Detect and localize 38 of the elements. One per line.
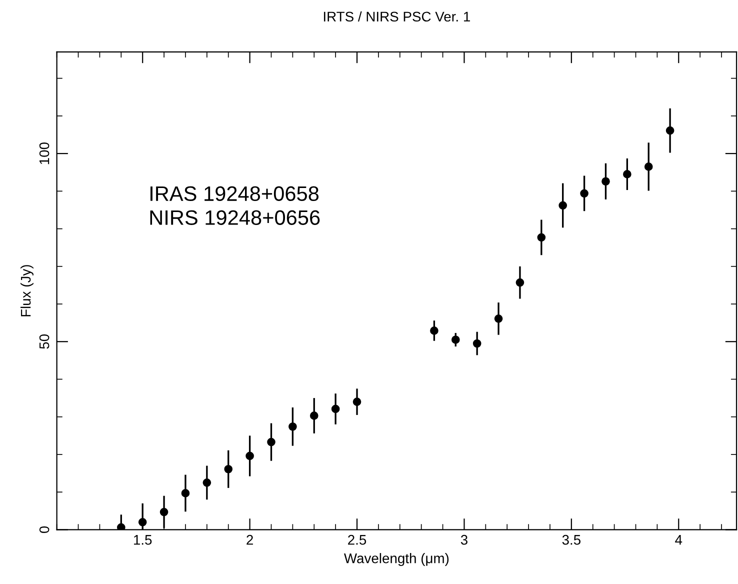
y-tick-label: 0	[39, 526, 50, 534]
chart-title: IRTS / NIRS PSC Ver. 1	[324, 11, 470, 22]
y-axis-title: Flux (Jy)	[20, 265, 34, 316]
point	[267, 438, 276, 446]
point	[558, 201, 568, 210]
point	[516, 278, 524, 287]
point	[246, 452, 254, 460]
point	[181, 489, 190, 498]
point	[310, 412, 318, 420]
point	[472, 339, 482, 348]
point	[331, 404, 340, 414]
point	[451, 336, 460, 344]
x-tick-label: 4	[675, 535, 682, 545]
y-tick-label: 100	[39, 142, 50, 164]
point	[116, 523, 126, 530]
point	[430, 326, 438, 335]
x-tick-label: 3.5	[562, 534, 580, 545]
point	[644, 162, 653, 171]
point	[537, 233, 546, 242]
point	[494, 314, 503, 323]
y-tick-label: 50	[39, 334, 50, 349]
point	[352, 398, 362, 406]
x-axis-title: Wavelength (μm)	[344, 553, 449, 566]
annotation: NIRS 19248+0656	[150, 210, 320, 225]
x-tick-label: 3	[460, 534, 468, 545]
x-tick-label: 2.5	[348, 534, 366, 545]
point	[623, 170, 632, 178]
point	[138, 518, 147, 526]
point	[602, 177, 610, 186]
point	[224, 464, 233, 474]
x-tick-label: 2	[246, 534, 253, 545]
annotation: IRAS 19248+0658	[150, 186, 319, 202]
point	[288, 422, 297, 431]
point	[202, 478, 212, 487]
point	[580, 189, 588, 198]
point	[160, 508, 168, 516]
x-tick-label: 1.5	[134, 535, 152, 545]
point	[666, 126, 674, 135]
